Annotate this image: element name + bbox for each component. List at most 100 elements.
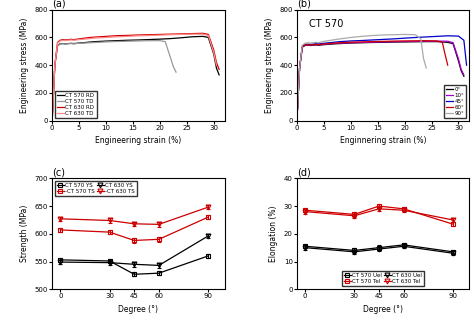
90° [412, 33, 418, 37]
90° [337, 37, 343, 41]
CT 570 TD [146, 39, 152, 43]
CT 630 TD [103, 35, 109, 39]
45° [316, 42, 321, 46]
CT 570 TD [55, 44, 60, 48]
45° [461, 38, 467, 42]
CT 570 TD [92, 41, 98, 45]
CT 630 TD [189, 32, 195, 36]
90° [310, 41, 316, 45]
CT 630 TD [68, 38, 74, 42]
CT 630 TD [52, 63, 58, 67]
45° [305, 42, 310, 46]
CT 570 RD [60, 42, 66, 46]
CT 630 RD [216, 67, 222, 71]
45° [297, 66, 302, 70]
CT 630 RD [103, 34, 109, 38]
10° [434, 39, 440, 43]
CT 570 RD [57, 42, 63, 46]
60° [380, 39, 386, 43]
CT 570 TD [103, 40, 109, 44]
10° [458, 67, 464, 71]
60° [348, 40, 354, 44]
90° [318, 40, 324, 44]
10° [348, 41, 354, 45]
45° [332, 40, 337, 44]
60° [402, 39, 408, 43]
90° [391, 33, 397, 37]
10° [316, 43, 321, 47]
Y-axis label: Elongation (%): Elongation (%) [269, 205, 278, 262]
CT 570 RD [168, 37, 173, 41]
CT 630 RD [65, 38, 71, 42]
CT 630 RD [189, 32, 195, 35]
CT 570 RD [211, 52, 217, 56]
CT 630 TD [71, 38, 76, 42]
60° [302, 43, 308, 47]
45° [369, 38, 375, 42]
90° [332, 38, 337, 42]
60° [434, 39, 440, 43]
CT 570 RD [73, 41, 79, 45]
CT 570 TD [171, 65, 176, 69]
45° [464, 63, 469, 67]
45° [300, 45, 305, 48]
45° [445, 34, 451, 38]
CT 570 TD [60, 42, 66, 46]
0° [359, 41, 365, 45]
90° [321, 39, 327, 43]
90° [327, 39, 332, 43]
CT 630 RD [71, 38, 76, 42]
10° [313, 43, 319, 46]
0° [310, 43, 316, 47]
CT 630 RD [125, 33, 130, 37]
10° [412, 39, 418, 43]
Legend: CT 570 Uel, CT 570 Tel, CT 630 Uel, CT 630 Tel: CT 570 Uel, CT 570 Tel, CT 630 Uel, CT 6… [342, 271, 424, 286]
CT 630 TD [49, 119, 55, 123]
CT 570 TD [114, 40, 119, 44]
CT 570 TD [52, 63, 58, 67]
CT 630 TD [57, 39, 63, 43]
0° [369, 41, 375, 45]
60° [310, 43, 316, 46]
CT 630 RD [76, 37, 82, 41]
X-axis label: Engineering strain (%): Engineering strain (%) [95, 136, 182, 145]
0° [300, 45, 305, 49]
CT 570 TD [57, 42, 63, 46]
45° [327, 41, 332, 45]
10° [391, 40, 397, 44]
CT 630 RD [157, 32, 163, 36]
0° [294, 119, 300, 123]
10° [450, 41, 456, 45]
CT 570 RD [114, 39, 119, 43]
0° [461, 74, 467, 78]
CT 570 RD [125, 38, 130, 42]
CT 630 TD [55, 41, 60, 45]
0° [380, 40, 386, 44]
CT 570 RD [103, 39, 109, 43]
Line: 90°: 90° [297, 34, 426, 121]
45° [318, 42, 324, 46]
CT 630 RD [146, 33, 152, 37]
CT 630 TD [206, 33, 211, 37]
10° [423, 39, 429, 43]
CT 570 TD [168, 56, 173, 60]
60° [318, 42, 324, 46]
45° [310, 42, 316, 46]
60° [308, 43, 313, 47]
Line: CT 630 TD: CT 630 TD [52, 34, 217, 121]
60° [439, 40, 445, 44]
CT 630 RD [73, 37, 79, 41]
Line: 60°: 60° [297, 41, 448, 121]
CT 630 RD [52, 63, 58, 67]
60° [332, 41, 337, 45]
10° [327, 42, 332, 46]
90° [294, 119, 300, 123]
45° [380, 37, 386, 41]
CT 630 RD [214, 60, 219, 64]
60° [321, 42, 327, 46]
45° [402, 36, 408, 40]
10° [308, 43, 313, 47]
60° [337, 41, 343, 45]
45° [412, 35, 418, 39]
60° [391, 39, 397, 43]
